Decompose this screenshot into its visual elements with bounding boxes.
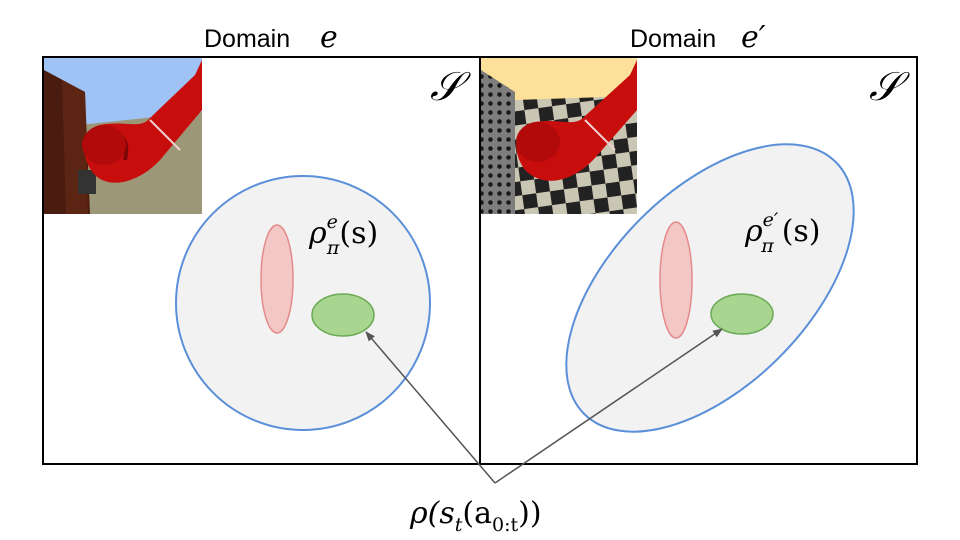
domain-symbol-right: e′ [741, 20, 766, 55]
red-region-right [659, 221, 693, 339]
trajectory-density-label: ρ(st(a0:t)) [409, 496, 542, 536]
density-label-left: ρe π(s) [308, 211, 378, 259]
domain-title-right: Domain [630, 25, 716, 53]
arrow-to-right-region [494, 328, 723, 484]
robot-arm-image-right [481, 58, 637, 214]
domain-symbol-left: e [320, 20, 338, 55]
robot-arm-image-left [44, 58, 202, 214]
green-region-right [710, 293, 774, 335]
domain-title-left: Domain [204, 25, 290, 53]
red-region-left [260, 224, 294, 334]
state-distribution-left [175, 175, 431, 431]
state-distribution-right [565, 143, 855, 433]
green-region-left [311, 293, 375, 337]
density-label-right: ρe′ π (s) [744, 209, 821, 257]
arrow-to-left-region [365, 331, 496, 484]
